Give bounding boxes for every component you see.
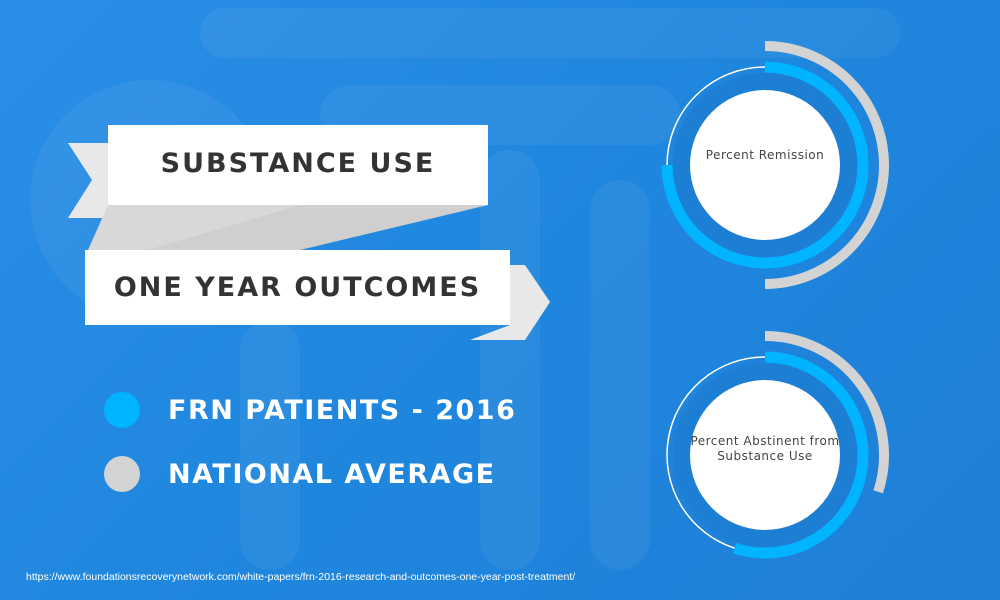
- background-shape: [240, 320, 300, 570]
- legend-swatch-frn: [104, 392, 140, 428]
- source-url[interactable]: https://www.foundationsrecoverynetwork.c…: [26, 571, 576, 583]
- legend-item-national: NATIONAL AVERAGE: [104, 456, 496, 492]
- chart-track: [666, 356, 765, 549]
- ribbon-connector-shadow: [148, 205, 488, 250]
- chart-center-label-remission: Percent Remission: [705, 148, 825, 162]
- chart-center-label-abstinent: Percent Abstinent from Substance Use: [690, 434, 840, 463]
- frn-arc: [733, 351, 869, 559]
- chart-track: [666, 66, 765, 166]
- title-line-1: SUBSTANCE USE: [160, 148, 436, 179]
- legend-swatch-national: [104, 456, 140, 492]
- national-average-arc: [764, 331, 889, 494]
- legend-label: FRN PATIENTS - 2016: [168, 394, 517, 426]
- ribbon-bottom: [85, 250, 510, 325]
- legend-label: NATIONAL AVERAGE: [168, 458, 496, 490]
- frn-arc: [661, 61, 869, 269]
- chart-center-circle: [690, 90, 840, 240]
- national-average-arc: [764, 41, 889, 289]
- title-line-2: ONE YEAR OUTCOMES: [113, 272, 482, 303]
- chart-center-circle: [690, 380, 840, 530]
- legend-item-frn: FRN PATIENTS - 2016: [104, 392, 516, 428]
- ribbon-top: [108, 125, 488, 205]
- background-shape: [480, 150, 540, 570]
- background-shape: [590, 180, 650, 570]
